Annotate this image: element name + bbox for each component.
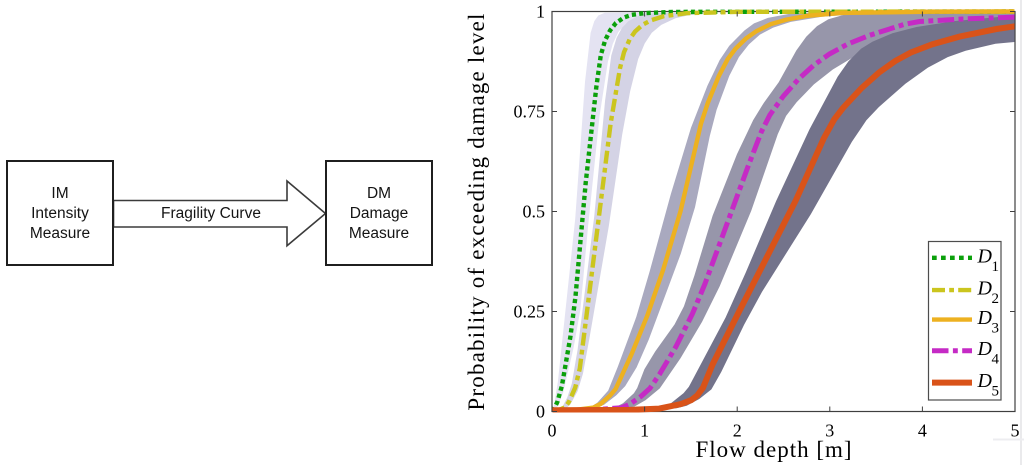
svg-text:1: 1: [992, 259, 1000, 275]
svg-text:1: 1: [640, 421, 649, 441]
svg-text:3: 3: [992, 321, 1000, 337]
svg-text:1: 1: [536, 2, 545, 22]
svg-text:Probability of exceeding damag: Probability of exceeding damage level: [464, 12, 489, 410]
svg-text:D: D: [977, 338, 993, 360]
svg-text:3: 3: [825, 421, 834, 441]
svg-text:5: 5: [992, 384, 1000, 400]
svg-text:4: 4: [918, 421, 927, 441]
svg-text:D: D: [977, 370, 993, 392]
svg-text:4: 4: [992, 352, 1000, 368]
svg-text:D: D: [977, 278, 993, 300]
svg-text:D: D: [977, 245, 993, 267]
svg-text:2: 2: [733, 421, 742, 441]
svg-text:5: 5: [1011, 421, 1020, 441]
svg-text:2: 2: [992, 291, 1000, 307]
svg-text:0: 0: [548, 421, 557, 441]
svg-text:0.5: 0.5: [523, 202, 546, 222]
svg-text:0.25: 0.25: [514, 302, 546, 322]
svg-text:Flow depth [m]: Flow depth [m]: [695, 437, 852, 462]
svg-text:D: D: [977, 307, 993, 329]
svg-text:0: 0: [536, 402, 545, 422]
svg-text:0.75: 0.75: [514, 102, 546, 122]
